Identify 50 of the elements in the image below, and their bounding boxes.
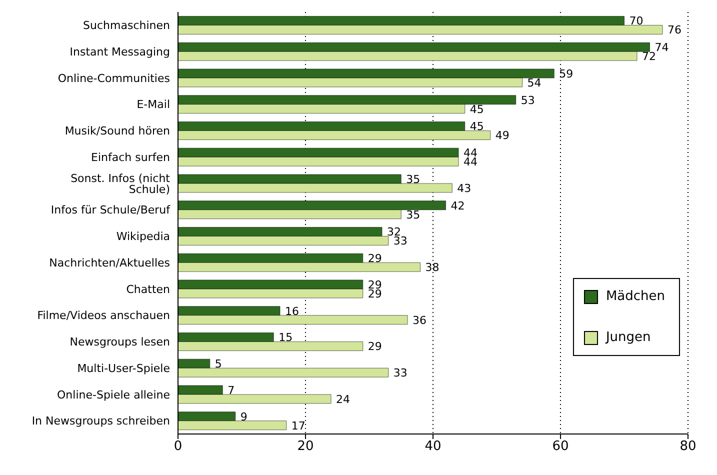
y-tick-label: Infos für Schule/Beruf (50, 204, 172, 217)
y-tick-label: Online-Spiele alleine (57, 388, 170, 402)
data-label: 54 (527, 76, 542, 90)
data-label: 36 (412, 314, 426, 327)
data-label: 53 (520, 94, 535, 107)
data-label: 74 (654, 41, 669, 54)
x-tick-label: 0 (174, 439, 182, 454)
data-label: 72 (642, 50, 656, 63)
data-label: 49 (495, 129, 510, 142)
data-label: 9 (240, 410, 248, 424)
data-label: 35 (406, 208, 420, 222)
data-label: 42 (450, 199, 465, 212)
y-tick-label: Filme/Videos anschauen (37, 309, 170, 322)
legend-label: Mädchen (606, 289, 665, 304)
data-label: 7 (228, 384, 235, 397)
y-tick-label: Newsgroups lesen (70, 336, 170, 349)
y-tick-label: Online-Communities (58, 72, 170, 85)
data-label: 24 (336, 392, 350, 406)
data-label: 29 (368, 252, 382, 265)
y-tick-label: Musik/Sound hören (64, 124, 170, 138)
x-tick-label: 40 (424, 439, 442, 454)
data-label: 33 (393, 366, 408, 380)
data-label: 15 (278, 331, 293, 344)
data-label: 76 (668, 24, 682, 37)
data-label: 45 (470, 120, 484, 134)
y-tick-label: Einfach surfen (91, 150, 170, 164)
data-label: 35 (406, 172, 420, 186)
y-tick-label: Instant Messaging (70, 45, 170, 58)
data-label: 5 (214, 358, 222, 370)
data-label: 29 (368, 340, 382, 354)
data-label: 17 (291, 419, 306, 432)
y-tick-label: Nachrichten/Aktuelles (49, 256, 170, 270)
data-label: 38 (425, 261, 440, 274)
y-tick-label: Sonst. Infos (nicht Schule) (70, 172, 171, 196)
y-tick-label: In Newsgroups schreiben (32, 414, 170, 428)
y-tick-label: Wikipedia (116, 230, 170, 244)
x-tick-label: 80 (680, 439, 696, 454)
y-tick-label: E-Mail (136, 98, 170, 112)
x-tick-label: 60 (552, 439, 569, 454)
data-label: 43 (457, 182, 472, 195)
data-label: 70 (629, 14, 644, 28)
y-tick-label: Suchmaschinen (83, 19, 170, 32)
legend-label: Jungen (606, 330, 651, 345)
data-label: 16 (285, 304, 299, 318)
x-tick-label: 20 (297, 439, 314, 454)
data-label: 44 (464, 156, 478, 168)
data-label: 59 (559, 67, 574, 80)
data-label: 45 (470, 102, 484, 116)
y-tick-label: Chatten (126, 282, 170, 296)
y-tick-label: Multi-User-Spiele (77, 362, 170, 375)
